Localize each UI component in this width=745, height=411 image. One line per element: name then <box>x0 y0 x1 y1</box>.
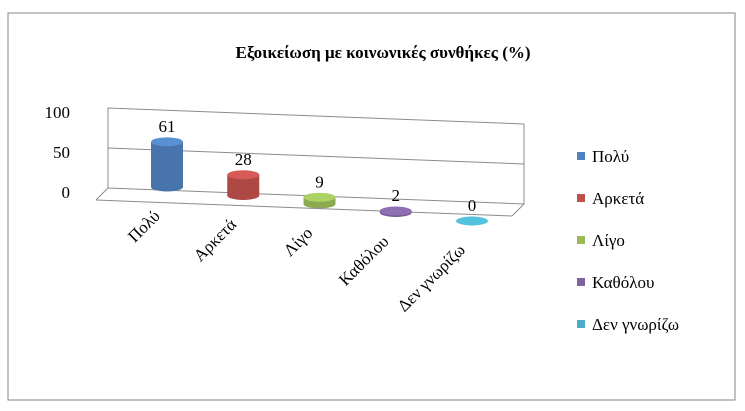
chart-border <box>7 12 736 401</box>
bar-top <box>379 206 412 216</box>
data-label: 61 <box>159 117 176 136</box>
bar-top <box>456 216 488 226</box>
data-label: 2 <box>392 186 401 205</box>
data-labels: 61 28 9 2 0 <box>159 117 477 215</box>
bars <box>151 137 488 226</box>
data-label: 28 <box>235 150 252 169</box>
legend-label: Δεν γνωρίζω <box>592 315 679 334</box>
y-tick-label: 0 <box>62 183 71 202</box>
chart-title: Εξοικείωση με κοινωνικές συνθήκες (%) <box>235 43 530 62</box>
legend-swatch <box>577 194 585 202</box>
bar-top <box>151 137 183 147</box>
legend-label: Πολύ <box>592 147 629 166</box>
y-axis-ticks: 100 50 0 <box>45 103 71 202</box>
legend-swatch <box>577 278 585 286</box>
bar <box>151 141 183 192</box>
bar <box>227 174 260 201</box>
legend-swatch <box>577 152 585 160</box>
legend-label: Λίγο <box>592 231 625 250</box>
data-label: 9 <box>315 172 324 191</box>
legend-label: Καθόλου <box>592 273 654 292</box>
bar-top <box>227 170 260 180</box>
bar-top <box>303 192 336 202</box>
y-tick-label: 100 <box>45 103 71 122</box>
legend-swatch <box>577 236 585 244</box>
legend-label: Αρκετά <box>592 189 644 208</box>
data-label: 0 <box>468 196 477 215</box>
y-tick-label: 50 <box>53 143 70 162</box>
legend-swatch <box>577 320 585 328</box>
legend: Πολύ Αρκετά Λίγο Καθόλου Δεν γνωρίζω <box>577 147 679 334</box>
